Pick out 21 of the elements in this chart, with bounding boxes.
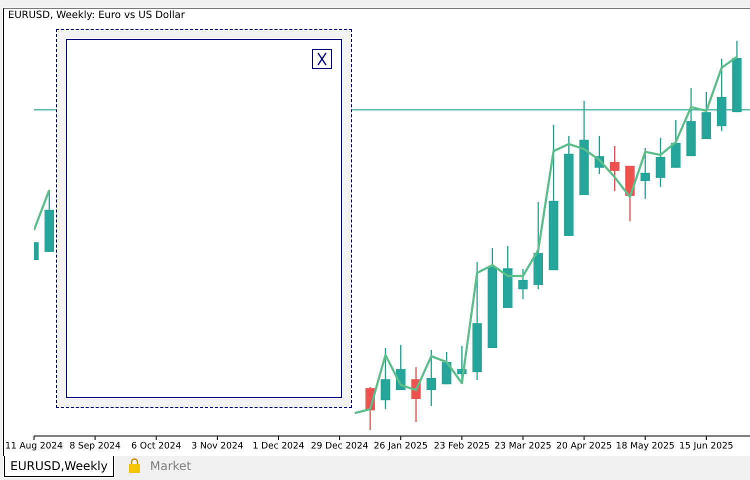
x-tick-label: 6 Oct 2024 xyxy=(131,441,182,452)
candlestick xyxy=(518,268,528,300)
x-tick-label: 23 Mar 2025 xyxy=(494,441,552,452)
x-tick-label: 18 May 2025 xyxy=(616,441,675,452)
candlestick xyxy=(380,347,390,410)
x-tick-label: 26 Jan 2025 xyxy=(374,441,428,452)
x-tick-label: 15 Jun 2025 xyxy=(679,441,734,452)
candlestick xyxy=(640,147,650,200)
text: Market xyxy=(150,459,192,473)
candlestick xyxy=(426,349,436,407)
x-tick-label: 8 Sep 2024 xyxy=(69,441,122,452)
x-tick-label: 23 Feb 2025 xyxy=(434,441,490,452)
candlestick xyxy=(442,351,452,385)
x-tick-label: 1 Dec 2024 xyxy=(252,441,305,452)
x-tick-label: 11 Aug 2024 xyxy=(5,441,64,452)
chart-title: EURUSD, Weekly: Euro vs US Dollar xyxy=(8,10,185,21)
x-tick-label: 20 Apr 2025 xyxy=(556,441,612,452)
x-tick-label: 3 Nov 2024 xyxy=(191,441,244,452)
candlestick xyxy=(610,145,620,192)
candlestick xyxy=(656,137,666,188)
x-tick-label: 29 Dec 2024 xyxy=(310,441,369,452)
